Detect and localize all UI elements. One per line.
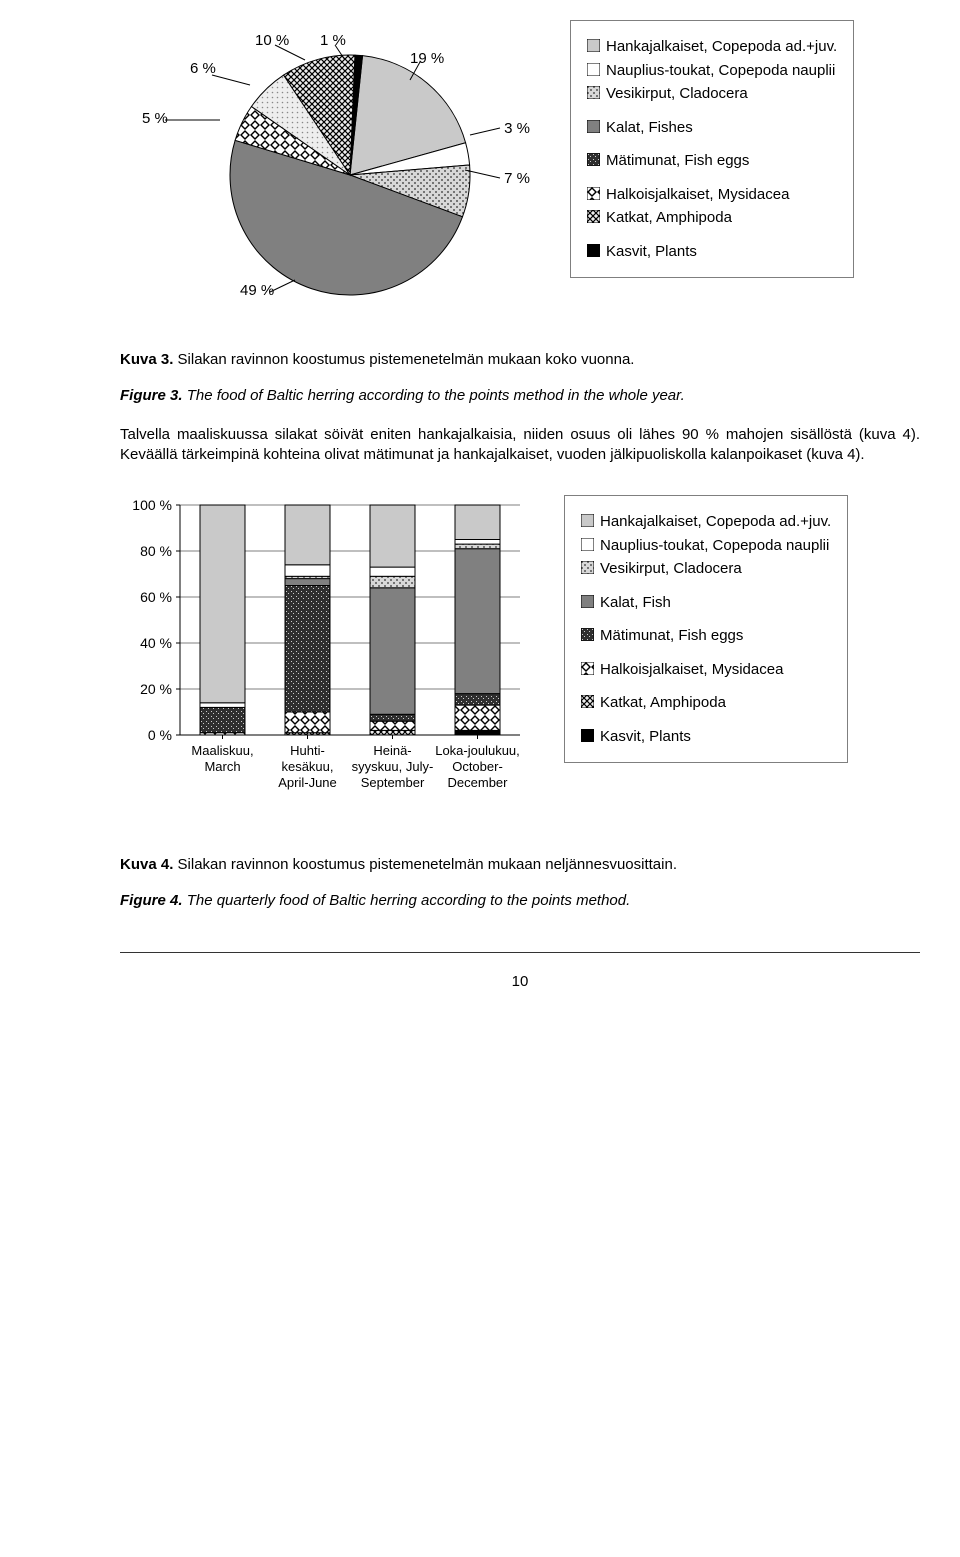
svg-text:April-June: April-June: [278, 775, 337, 790]
caption-kuva3: Kuva 3. Silakan ravinnon koostumus piste…: [120, 350, 920, 370]
legend-item-label: Vesikirput, Cladocera: [600, 559, 742, 579]
legend-item-label: Vesikirput, Cladocera: [606, 84, 748, 104]
bar-legend: Hankajalkaiset, Copepoda ad.+juv. Naupliu…: [564, 495, 848, 763]
caption-figure4-text: The quarterly food of Baltic herring acc…: [187, 892, 631, 909]
legend-item-label: Nauplius-toukat, Copepoda nauplii: [606, 61, 835, 81]
pie-label-10: 10 %: [255, 32, 289, 49]
pie-chart-container: 1 % 10 % 6 % 5 % 19 % 3 % 7 % 49 %: [120, 20, 550, 320]
caption-kuva3-text: Silakan ravinnon koostumus pistemenetelm…: [178, 351, 635, 368]
legend-item-label: Mätimunat, Fish eggs: [600, 626, 743, 646]
caption-figure3-label: Figure 3.: [120, 387, 187, 404]
legend-item-label: Halkoisjalkaiset, Mysidacea: [600, 660, 783, 680]
svg-text:September: September: [361, 775, 425, 790]
legend-item-label: Mätimunat, Fish eggs: [606, 151, 749, 171]
legend-item: Mätimunat, Fish eggs: [581, 626, 831, 646]
legend-item-label: Kasvit, Plants: [606, 242, 697, 262]
legend-item: Kalat, Fish: [581, 593, 831, 613]
legend-item: Vesikirput, Cladocera: [587, 84, 837, 104]
svg-text:kesäkuu,: kesäkuu,: [281, 759, 333, 774]
legend-item: Nauplius-toukat, Copepoda nauplii: [581, 536, 831, 556]
legend-item: Katkat, Amphipoda: [581, 693, 831, 713]
legend-item-label: Kalat, Fishes: [606, 118, 693, 138]
caption-figure4-label: Figure 4.: [120, 892, 187, 909]
pie-label-7: 7 %: [504, 170, 530, 187]
caption-figure4: Figure 4. The quarterly food of Baltic h…: [120, 891, 920, 911]
pie-label-6: 6 %: [190, 60, 216, 77]
svg-text:60 %: 60 %: [140, 589, 172, 605]
svg-text:0 %: 0 %: [148, 727, 172, 743]
pie-label-49: 49 %: [240, 282, 274, 299]
caption-figure3: Figure 3. The food of Baltic herring acc…: [120, 386, 920, 406]
caption-kuva3-label: Kuva 3.: [120, 351, 178, 368]
legend-item-label: Halkoisjalkaiset, Mysidacea: [606, 185, 789, 205]
bar-chart-container: 0 % 20 % 40 % 60 % 80 % 100 % Maaliskuu,March H…: [120, 495, 550, 827]
bar-section: 0 % 20 % 40 % 60 % 80 % 100 % Maaliskuu,March H…: [120, 495, 920, 827]
legend-item: Hankajalkaiset, Copepoda ad.+juv.: [581, 512, 831, 532]
svg-text:Heinä-: Heinä-: [373, 743, 411, 758]
legend-item: Kasvit, Plants: [587, 242, 837, 262]
pie-section: 1 % 10 % 6 % 5 % 19 % 3 % 7 % 49 % Hanka…: [120, 20, 920, 320]
svg-text:Huhti-: Huhti-: [290, 743, 325, 758]
caption-kuva4: Kuva 4. Silakan ravinnon koostumus piste…: [120, 855, 920, 875]
legend-item-label: Kalat, Fish: [600, 593, 671, 613]
svg-text:syyskuu, July-: syyskuu, July-: [352, 759, 434, 774]
svg-text:20 %: 20 %: [140, 681, 172, 697]
svg-text:October-: October-: [452, 759, 503, 774]
legend-item: Hankajalkaiset, Copepoda ad.+juv.: [587, 37, 837, 57]
caption-kuva4-text: Silakan ravinnon koostumus pistemenetelm…: [178, 856, 677, 873]
legend-item-label: Hankajalkaiset, Copepoda ad.+juv.: [606, 37, 837, 57]
caption-figure3-text: The food of Baltic herring according to …: [187, 387, 685, 404]
caption-kuva4-label: Kuva 4.: [120, 856, 178, 873]
pie-label-3: 3 %: [504, 120, 530, 137]
legend-item: Mätimunat, Fish eggs: [587, 151, 837, 171]
svg-text:Maaliskuu,: Maaliskuu,: [191, 743, 253, 758]
legend-item: Halkoisjalkaiset, Mysidacea: [587, 185, 837, 205]
legend-item-label: Katkat, Amphipoda: [606, 208, 732, 228]
svg-text:80 %: 80 %: [140, 543, 172, 559]
svg-text:March: March: [204, 759, 240, 774]
legend-item: Vesikirput, Cladocera: [581, 559, 831, 579]
legend-item-label: Hankajalkaiset, Copepoda ad.+juv.: [600, 512, 831, 532]
svg-text:40 %: 40 %: [140, 635, 172, 651]
pie-chart: [120, 20, 550, 330]
legend-item: Kalat, Fishes: [587, 118, 837, 138]
legend-item-label: Katkat, Amphipoda: [600, 693, 726, 713]
legend-item: Halkoisjalkaiset, Mysidacea: [581, 660, 831, 680]
bar-chart: 0 % 20 % 40 % 60 % 80 % 100 % Maaliskuu,March H…: [120, 495, 550, 823]
page-number: 10: [120, 952, 920, 990]
legend-item-label: Nauplius-toukat, Copepoda nauplii: [600, 536, 829, 556]
svg-text:December: December: [448, 775, 509, 790]
svg-text:100 %: 100 %: [132, 497, 172, 513]
legend-item: Nauplius-toukat, Copepoda nauplii: [587, 61, 837, 81]
body-paragraph: Talvella maaliskuussa silakat söivät eni…: [120, 425, 920, 466]
pie-legend: Hankajalkaiset, Copepoda ad.+juv. Naupliu…: [570, 20, 854, 278]
pie-label-1: 1 %: [320, 32, 346, 49]
svg-text:Loka-joulukuu,: Loka-joulukuu,: [435, 743, 520, 758]
legend-item: Katkat, Amphipoda: [587, 208, 837, 228]
pie-label-5: 5 %: [142, 110, 168, 127]
legend-item-label: Kasvit, Plants: [600, 727, 691, 747]
legend-item: Kasvit, Plants: [581, 727, 831, 747]
pie-label-19: 19 %: [410, 50, 444, 67]
